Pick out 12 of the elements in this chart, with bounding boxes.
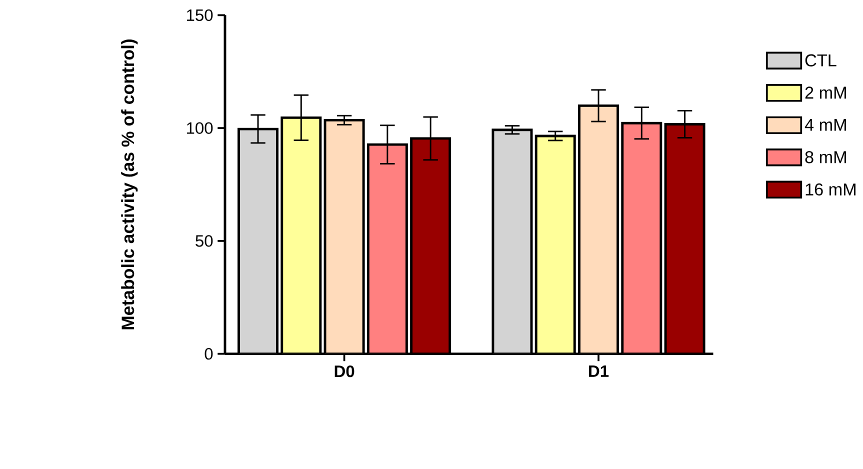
- legend-label: 2 mM: [805, 86, 846, 99]
- legend-label: 4 mM: [804, 119, 846, 131]
- y-tick-label: 100: [187, 122, 213, 134]
- x-tick-label: D0: [334, 366, 354, 378]
- y-tick-label: 150: [187, 9, 213, 22]
- y-tick-label: 0: [204, 348, 213, 360]
- x-tick-label: D1: [589, 366, 609, 377]
- y-axis-title: Metabolic activity (as % of control): [121, 39, 138, 330]
- legend-label: 8 mM: [805, 151, 846, 164]
- y-tick-label: 50: [196, 235, 213, 247]
- legend-label: 16 mM: [806, 183, 856, 196]
- legend-label: CTL: [805, 54, 836, 66]
